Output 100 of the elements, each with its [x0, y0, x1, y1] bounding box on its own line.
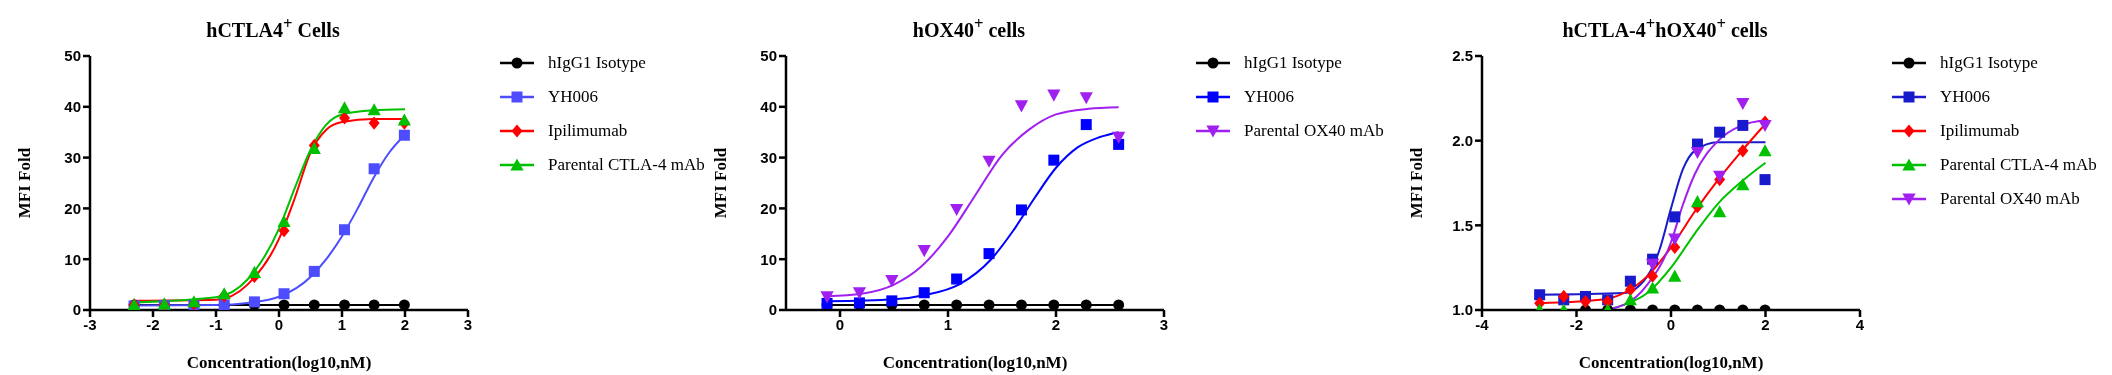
point — [278, 288, 290, 300]
point — [337, 101, 352, 114]
point — [308, 299, 320, 310]
point — [951, 299, 963, 310]
point — [1668, 269, 1682, 282]
x-tick-label: -1 — [209, 315, 223, 333]
point — [339, 299, 351, 310]
y-tick-label: 2.5 — [1452, 47, 1473, 65]
legend-label: Parental OX40 mAb — [1940, 189, 2080, 209]
point — [277, 215, 291, 228]
point — [917, 245, 931, 258]
point — [398, 299, 410, 310]
point — [1647, 269, 1659, 283]
y-tick-label: 50 — [760, 47, 777, 65]
point — [339, 224, 351, 236]
x-tick-label: 4 — [1855, 315, 1865, 333]
y-axis-title: MFI Fold — [1407, 147, 1427, 219]
point — [1558, 289, 1570, 304]
legend-label: Parental OX40 mAb — [1244, 121, 1384, 141]
point — [1713, 170, 1727, 183]
y-tick-label: 20 — [760, 199, 777, 217]
point — [1645, 281, 1660, 294]
point — [1079, 92, 1093, 105]
point — [1759, 174, 1771, 186]
y-tick-label: 30 — [64, 148, 81, 166]
point — [1113, 299, 1125, 310]
point — [1758, 144, 1772, 157]
x-axis-title: Concentration(log10,nM) — [882, 353, 1068, 372]
x-tick-label: 2 — [400, 315, 410, 333]
legend-label: Parental CTLA-4 mAb — [548, 155, 705, 175]
point — [1080, 299, 1092, 310]
x-tick-label: 0 — [835, 315, 845, 333]
y-tick-label: 40 — [760, 98, 777, 116]
legend-label: YH006 — [1244, 87, 1295, 107]
y-tick-label: 0 — [72, 301, 81, 319]
legend-label: hIgG1 Isotype — [1940, 53, 2038, 73]
x-tick-label: 3 — [463, 315, 473, 333]
point — [1624, 283, 1636, 297]
point — [1645, 258, 1660, 271]
x-tick-label: -4 — [1475, 315, 1490, 333]
point — [1690, 147, 1705, 160]
point — [1015, 204, 1027, 216]
point — [308, 265, 320, 277]
point — [820, 291, 834, 304]
y-tick-label: 40 — [64, 98, 81, 116]
x-axis-title: Concentration(log10,nM) — [1578, 353, 1764, 372]
point — [1736, 97, 1750, 111]
x-tick-label: 1 — [943, 315, 953, 333]
y-tick-label: 0 — [768, 301, 777, 319]
chart-title: hCTLA-4$^{+}$hOX40$^{+}$ cells — [1561, 14, 1769, 42]
point — [368, 299, 380, 310]
point — [1579, 294, 1591, 309]
point — [1713, 205, 1727, 218]
x-tick-label: 0 — [1666, 315, 1676, 333]
point — [1048, 154, 1060, 166]
legend-label: hIgG1 Isotype — [1244, 53, 1342, 73]
y-tick-label: 1.5 — [1452, 216, 1473, 234]
point — [885, 275, 899, 288]
x-tick-label: 1 — [337, 315, 347, 333]
point — [983, 299, 995, 310]
point — [918, 287, 930, 299]
y-tick-label: 10 — [760, 250, 777, 268]
point — [1015, 299, 1027, 310]
point — [1112, 131, 1126, 144]
y-axis-title: MFI Fold — [15, 147, 35, 219]
point — [1623, 293, 1637, 306]
point — [852, 287, 867, 300]
y-axis-title: MFI Fold — [711, 147, 731, 219]
point — [982, 155, 996, 168]
point — [1758, 119, 1772, 133]
x-tick-label: -2 — [1569, 315, 1584, 333]
point — [278, 299, 290, 310]
point — [886, 295, 898, 307]
y-tick-label: 2.0 — [1452, 131, 1473, 149]
chart-title: hOX40$^{+}$ cells — [911, 14, 1027, 42]
legend-label: YH006 — [548, 87, 599, 107]
point — [950, 203, 964, 217]
y-tick-label: 1.0 — [1452, 301, 1473, 319]
legend-label: Parental CTLA-4 mAb — [1940, 155, 2097, 175]
point — [397, 113, 411, 126]
point — [1737, 144, 1749, 158]
x-tick-label: 3 — [1159, 315, 1169, 333]
point — [368, 116, 380, 130]
point — [368, 163, 380, 175]
x-tick-label: -3 — [83, 315, 97, 333]
point — [983, 248, 995, 260]
point — [398, 129, 410, 141]
legend-label: hIgG1 Isotype — [548, 53, 646, 73]
x-axis-title: Concentration(log10,nM) — [186, 353, 372, 372]
point — [1080, 119, 1092, 131]
legend-label: YH006 — [1940, 87, 1991, 107]
y-tick-label: 30 — [760, 148, 777, 166]
y-tick-label: 50 — [64, 47, 81, 65]
x-tick-label: -2 — [146, 315, 160, 333]
point — [951, 273, 963, 285]
x-tick-label: 2 — [1051, 315, 1061, 333]
y-tick-label: 10 — [64, 250, 81, 268]
legend-label: Ipilimumab — [1940, 121, 2020, 141]
point — [918, 299, 930, 310]
legend-label: Ipilimumab — [548, 121, 628, 141]
